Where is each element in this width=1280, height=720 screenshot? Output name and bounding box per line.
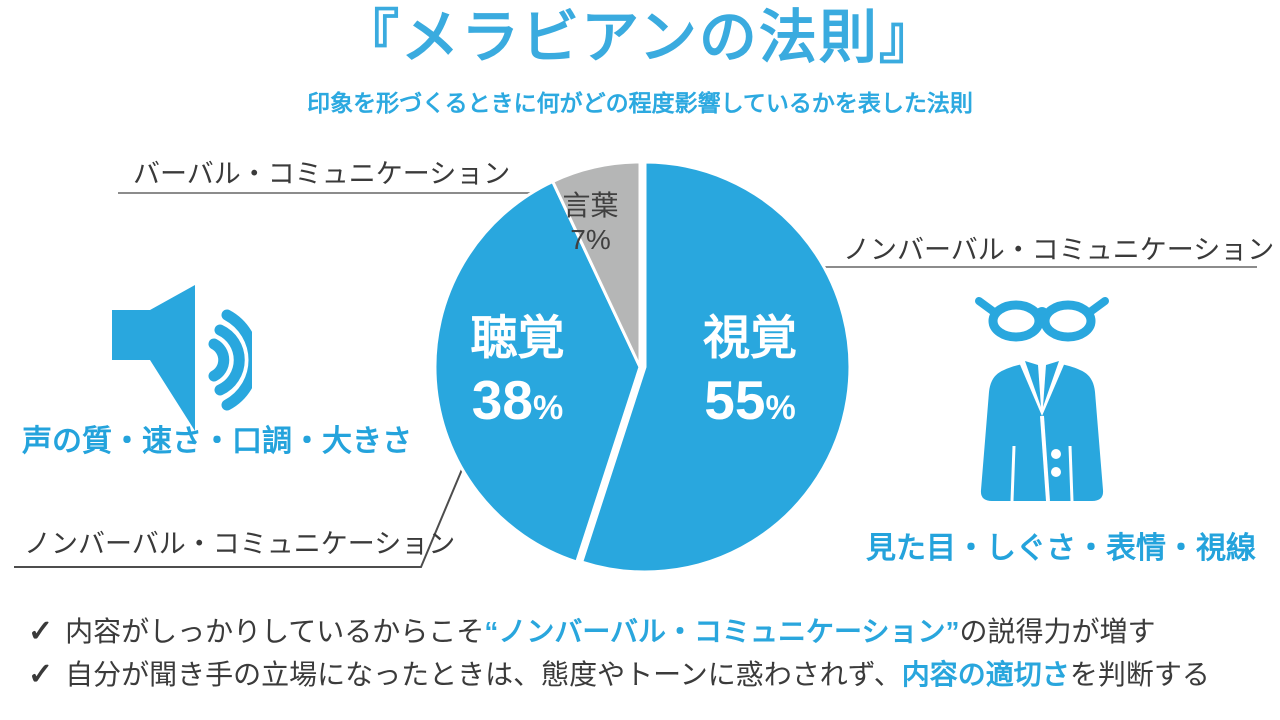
words-value-row: 7%: [538, 224, 643, 256]
note-1-emphasis: “ノンバーバル・コミュニケーション”: [484, 616, 960, 647]
jacket-opening: [1040, 415, 1050, 502]
sound-wave-inner: [208, 338, 230, 382]
lapel-right: [1043, 361, 1059, 407]
auditory-value: 38: [471, 369, 533, 431]
visual-value: 55: [704, 369, 766, 431]
nonverbal-communication-right-label: ノンバーバル・コミュニケーション: [843, 235, 1275, 265]
person-suit-icon: [975, 297, 1109, 502]
voice-attributes-text: 声の質・速さ・口調・大きさ: [22, 425, 412, 458]
note-2-emphasis: 内容の適切さ: [901, 659, 1070, 690]
pie-label-visual: 視覚 55%: [660, 314, 840, 428]
speaker-body: [112, 285, 195, 431]
suit-jacket: [980, 360, 1104, 502]
check-icon: ✓: [28, 658, 54, 691]
pie-slice-auditory: [433, 180, 642, 564]
page-subtitle: 印象を形づくるときに何がどの程度影響しているかを表した法則: [307, 90, 973, 116]
pie-label-words: 言葉 7%: [538, 190, 643, 256]
words-unit: %: [585, 224, 611, 256]
auditory-label: 聴覚: [470, 311, 565, 364]
auditory-unit: %: [532, 389, 564, 427]
checklist: ✓ 内容がしっかりしているからこそ“ノンバーバル・コミュニケーション”の説得力が…: [28, 612, 1210, 698]
nonverbal-communication-left-label: ノンバーバル・コミュニケーション: [24, 529, 456, 559]
pie-chart: [433, 160, 852, 574]
note-2-pre: 自分が聞き手の立場になったときは、態度やトーンに惑わされず、: [65, 659, 902, 690]
visual-unit: %: [765, 389, 796, 427]
note-2-post: を判断する: [1069, 659, 1210, 690]
pie-slice-visual: [580, 160, 852, 574]
visual-value-row: 55%: [660, 373, 840, 428]
glasses-icon: [975, 297, 1109, 342]
button-bottom: [1051, 467, 1061, 477]
speaker-icon: [112, 285, 252, 431]
appearance-attributes-text: 見た目・しぐさ・表情・視線: [866, 532, 1256, 565]
check-icon: ✓: [28, 615, 54, 648]
words-label: 言葉: [562, 190, 619, 221]
callout-line-nonverbal-left: [14, 466, 464, 568]
button-top: [1051, 449, 1061, 459]
note-2-text: 自分が聞き手の立場になったときは、態度やトーンに惑わされず、内容の適切さを判断す…: [65, 657, 1210, 693]
note-1-post: の説得力が増す: [959, 616, 1156, 647]
visual-label: 視覚: [703, 311, 797, 364]
checklist-item-1: ✓ 内容がしっかりしているからこそ“ノンバーバル・コミュニケーション”の説得力が…: [28, 612, 1210, 651]
sleeve-seam-left: [1010, 445, 1016, 502]
pie-label-auditory: 聴覚 38%: [430, 314, 605, 428]
auditory-value-row: 38%: [430, 373, 605, 428]
words-value: 7: [570, 224, 586, 256]
pie-slice-words: [551, 160, 642, 369]
note-1-pre: 内容がしっかりしているからこそ: [65, 616, 485, 647]
sleeve-seam-right: [1068, 445, 1074, 502]
sound-wave-middle: [214, 324, 245, 396]
lapel-left: [1025, 361, 1041, 407]
verbal-communication-label: バーバル・コミュニケーション: [133, 159, 511, 189]
page-title: 『メラビアンの法則』: [341, 5, 939, 70]
checklist-item-2: ✓ 自分が聞き手の立場になったときは、態度やトーンに惑わされず、内容の適切さを判…: [28, 655, 1210, 694]
sound-wave-outer: [221, 309, 252, 411]
note-1-text: 内容がしっかりしているからこそ“ノンバーバル・コミュニケーション”の説得力が増す: [65, 614, 1155, 650]
